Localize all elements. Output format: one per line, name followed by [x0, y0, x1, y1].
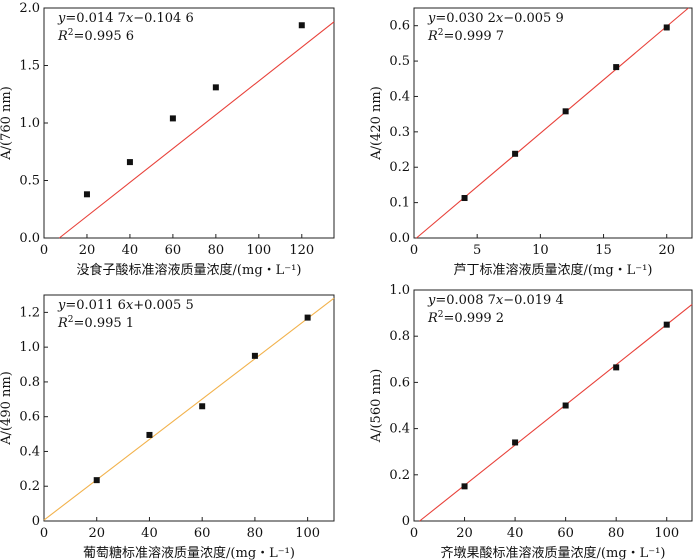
x-tick-label: 100	[246, 243, 271, 258]
data-point	[613, 364, 620, 371]
x-tick-label: 20	[456, 526, 473, 541]
plot-frame	[413, 7, 693, 239]
plot-frame	[413, 289, 693, 522]
x-tick-label: 40	[141, 526, 158, 541]
chart-panel-1: 0 20 40 60 80 100 120 0.0 0.5 1.0 1.5 2.0 y=0.014 7x…	[0, 1, 335, 278]
y-tick-label: 0.4	[19, 444, 40, 459]
plot-frame	[43, 294, 335, 522]
y-tick-label: 1.5	[19, 59, 40, 74]
data-point	[83, 191, 90, 198]
r-squared: R2=0.995 6	[57, 28, 134, 44]
y-tick-label: 0.0	[389, 231, 410, 246]
x-tick-label: 100	[295, 526, 320, 541]
data-point	[126, 159, 133, 166]
regression-equation: y=0.030 2x−0.005 9	[427, 11, 564, 26]
x-tick-label: 0	[40, 243, 48, 258]
chart-panel-2: 0 5 10 15 20 0.0 0.1 0.2 0.3 0.4 0.5 0.6 y=0.030 2x−…	[369, 7, 693, 278]
y-tick-label: 0.4	[389, 422, 410, 437]
y-tick-label: 1.0	[19, 116, 40, 131]
x-axis-label: 葡萄糖标准溶液质量浓度/(mg・L⁻¹)	[83, 545, 295, 560]
y-tick-label: 1.0	[19, 340, 40, 355]
x-axis-label: 没食子酸标准溶液质量浓度/(mg・L⁻¹)	[77, 262, 302, 278]
fit-line	[43, 297, 335, 521]
x-tick-label: 100	[654, 526, 679, 541]
y-tick-label: 0.1	[389, 196, 410, 211]
data-point	[304, 314, 311, 321]
x-tick-label: 10	[532, 243, 549, 258]
data-point	[613, 64, 620, 71]
data-point	[663, 321, 670, 328]
y-tick-label: 0.0	[19, 231, 40, 246]
x-tick-label: 120	[289, 243, 314, 258]
y-axis-label: A/(560 nm)	[369, 369, 384, 444]
regression-equation: y=0.008 7x−0.019 4	[427, 293, 564, 308]
y-tick-label: 0.3	[389, 125, 410, 140]
chart-panel-4: 0 20 40 60 80 100 0 0.2 0.4 0.6 0.8 1.0 y=0.008 7x−0…	[369, 283, 693, 560]
x-tick-label: 5	[473, 243, 481, 258]
x-tick-label: 60	[194, 526, 211, 541]
x-tick-label: 80	[608, 526, 625, 541]
fit-line	[58, 21, 335, 239]
data-point	[562, 108, 569, 115]
data-point	[562, 402, 569, 409]
y-tick-label: 0.2	[19, 479, 40, 494]
x-tick-label: 60	[165, 243, 182, 258]
fit-line	[419, 303, 693, 522]
r-squared: R2=0.999 7	[427, 28, 504, 44]
y-tick-label: 0	[32, 514, 40, 529]
data-point	[512, 439, 519, 446]
data-point	[461, 483, 468, 490]
y-axis-label: A/(420 nm)	[369, 86, 384, 161]
y-tick-label: 0.5	[389, 54, 410, 69]
chart-panel-3: 0 20 40 60 80 100 0 0.2 0.4 0.6 0.8 1.0 1.2 y=0.011 6…	[0, 294, 335, 560]
r-squared: R2=0.995 1	[57, 315, 134, 331]
y-tick-label: 0	[402, 514, 410, 529]
y-tick-label: 0.5	[19, 174, 40, 189]
r-squared: R2=0.999 2	[427, 310, 504, 326]
y-tick-label: 0.6	[389, 375, 410, 390]
x-tick-label: 0	[410, 526, 418, 541]
data-point	[199, 403, 206, 410]
x-tick-label: 20	[658, 243, 675, 258]
y-tick-label: 1.2	[19, 305, 40, 320]
y-tick-label: 0.8	[19, 375, 40, 390]
data-point	[169, 115, 176, 122]
x-tick-label: 40	[507, 526, 524, 541]
x-tick-label: 40	[122, 243, 139, 258]
data-point	[146, 431, 153, 438]
data-point	[461, 195, 468, 202]
x-tick-label: 0	[410, 243, 418, 258]
data-point	[298, 22, 305, 29]
regression-equation: y=0.014 7x−0.104 6	[57, 11, 194, 26]
x-tick-label: 80	[247, 526, 264, 541]
x-tick-label: 80	[208, 243, 225, 258]
y-tick-label: 0.6	[19, 410, 40, 425]
y-axis-label: A/(760 nm)	[0, 86, 14, 161]
data-point	[663, 24, 670, 31]
data-point	[251, 352, 258, 359]
x-axis-label: 齐墩果酸标准溶液质量浓度/(mg・L⁻¹)	[441, 545, 666, 560]
data-point	[212, 84, 219, 91]
y-tick-label: 2.0	[19, 1, 40, 16]
y-tick-label: 0.2	[389, 468, 410, 483]
x-tick-label: 60	[557, 526, 574, 541]
regression-equation: y=0.011 6x+0.005 5	[57, 298, 194, 313]
y-tick-label: 0.4	[389, 89, 410, 104]
y-tick-label: 0.2	[389, 160, 410, 175]
x-tick-label: 20	[79, 243, 96, 258]
x-tick-label: 15	[595, 243, 612, 258]
y-axis-label: A/(490 nm)	[0, 371, 14, 446]
data-point	[93, 477, 100, 484]
y-tick-label: 0.6	[389, 19, 410, 34]
x-tick-label: 0	[40, 526, 48, 541]
y-tick-label: 1.0	[389, 283, 410, 298]
data-point	[512, 150, 519, 157]
y-tick-label: 0.8	[389, 329, 410, 344]
x-tick-label: 20	[88, 526, 105, 541]
x-axis-label: 芦丁标准溶液质量浓度/(mg・L⁻¹)	[454, 262, 653, 278]
